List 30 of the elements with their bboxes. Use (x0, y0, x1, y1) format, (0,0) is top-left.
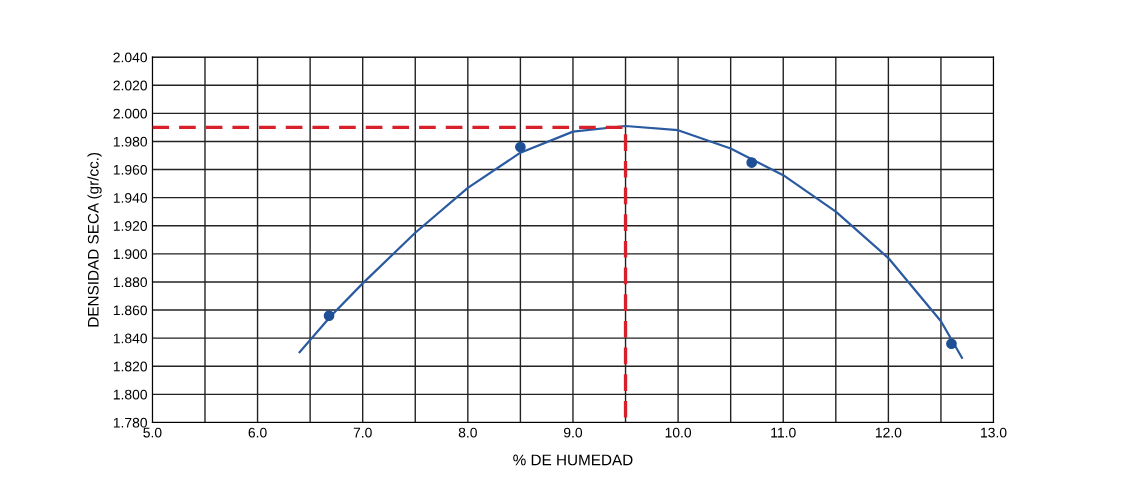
y-tick-label: 1.780 (113, 417, 148, 428)
point (323, 310, 335, 322)
x-axis-title: % DE HUMEDAD (513, 454, 633, 466)
y-tick-label: 1.880 (113, 277, 148, 288)
x-tick-label: 8.0 (458, 427, 477, 438)
point (746, 157, 758, 168)
y-tick-label: 1.960 (113, 164, 148, 175)
x-tick-label: 7.0 (353, 427, 372, 438)
x-tick-label: 10.0 (665, 427, 692, 438)
y-tick-label: 1.940 (113, 192, 148, 203)
point (515, 141, 526, 153)
y-tick-label: 2.020 (113, 80, 148, 91)
y-tick-label: 1.980 (113, 136, 148, 147)
y-axis-title: DENSIDAD SECA (gr/cc.) (87, 152, 102, 327)
y-tick-label: 2.000 (113, 108, 148, 119)
y-tick-label: 1.860 (113, 305, 148, 316)
x-tick-label: 11.0 (771, 427, 796, 438)
line-series (298, 124, 964, 359)
y-tick-label: 1.900 (113, 249, 148, 260)
y-tick-label: 1.920 (113, 221, 148, 231)
y-tick-label: 1.800 (113, 389, 148, 400)
x-tick-label: 6.0 (248, 427, 267, 438)
x-tick-label: 9.0 (563, 427, 583, 438)
x-tick-label: 5.0 (143, 427, 162, 438)
x-tick-label: 12.0 (875, 427, 902, 438)
point (946, 338, 957, 350)
y-tick-label: 2.040 (113, 52, 148, 63)
y-tick-label: 1.840 (113, 333, 148, 344)
x-tick-label: 13.0 (981, 427, 1007, 438)
y-tick-label: 1.820 (113, 361, 148, 372)
